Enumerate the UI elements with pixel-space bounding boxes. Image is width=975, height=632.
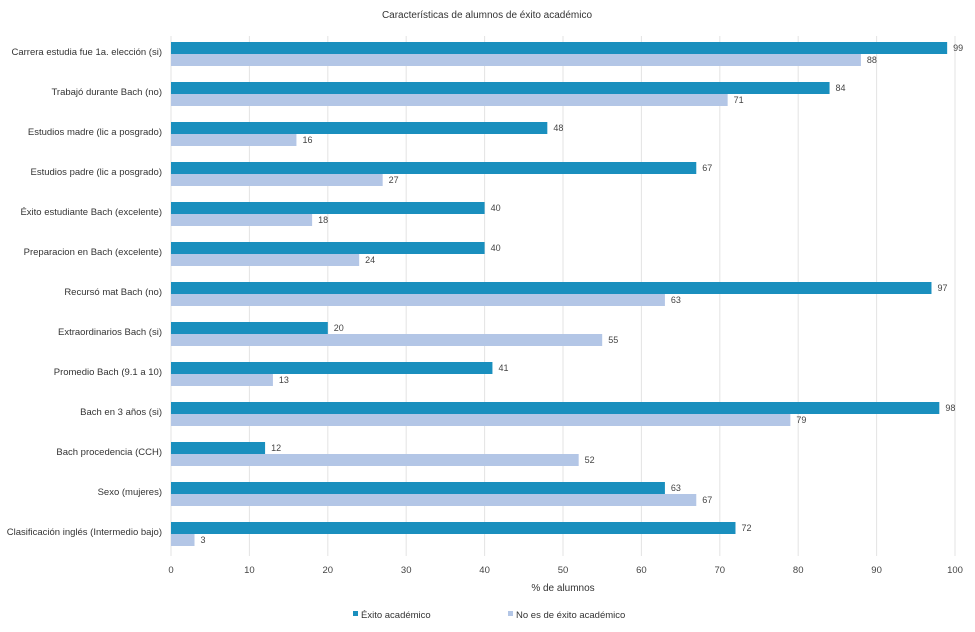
category-label: Bach en 3 años (si) xyxy=(80,407,162,418)
value-label: 79 xyxy=(796,415,806,425)
bar-no-exito xyxy=(171,214,313,226)
bar-no-exito xyxy=(171,494,697,506)
category-label: Extraordinarios Bach (si) xyxy=(58,327,162,338)
value-label: 84 xyxy=(836,83,846,93)
bar-exito xyxy=(171,242,485,254)
bar-exito xyxy=(171,322,328,334)
value-label: 97 xyxy=(937,283,947,293)
x-tick-label: 60 xyxy=(636,565,647,576)
category-label: Promedio Bach (9.1 a 10) xyxy=(54,367,162,378)
category-label: Carrera estudia fue 1a. elección (si) xyxy=(12,47,163,58)
value-labels: 99 88 84 71 48 16 67 27 40 18 40 24 97 63 20 55 41 13 98 79… xyxy=(201,43,964,545)
value-label: 40 xyxy=(491,203,501,213)
x-tick-label: 50 xyxy=(558,565,569,576)
value-label: 88 xyxy=(867,55,877,65)
value-label: 67 xyxy=(702,163,712,173)
x-tick-label: 10 xyxy=(244,565,255,576)
bar-no-exito xyxy=(171,534,195,546)
category-label: Sexo (mujeres) xyxy=(98,487,162,498)
bar-no-exito xyxy=(171,294,665,306)
bar-exito xyxy=(171,162,697,174)
category-label: Trabajó durante Bach (no) xyxy=(51,87,162,98)
bar-no-exito xyxy=(171,54,861,66)
value-label: 48 xyxy=(553,123,563,133)
bar-exito xyxy=(171,482,665,494)
category-label: Recursó mat Bach (no) xyxy=(64,287,162,298)
value-label: 24 xyxy=(365,255,375,265)
category-label: Bach procedencia (CCH) xyxy=(56,447,162,458)
value-label: 63 xyxy=(671,483,681,493)
bar-exito xyxy=(171,362,493,374)
bar-exito xyxy=(171,282,932,294)
value-label: 67 xyxy=(702,495,712,505)
x-tick-label: 100 xyxy=(947,565,963,576)
value-label: 13 xyxy=(279,375,289,385)
value-label: 63 xyxy=(671,295,681,305)
x-tick-label: 20 xyxy=(323,565,334,576)
bar-exito xyxy=(171,402,940,414)
x-tick-label: 70 xyxy=(715,565,726,576)
bar-no-exito xyxy=(171,334,603,346)
value-label: 41 xyxy=(498,363,508,373)
legend: Éxito académico No es de éxito académico xyxy=(353,610,625,621)
bar-exito xyxy=(171,202,485,214)
bar-exito xyxy=(171,442,266,454)
bar-no-exito xyxy=(171,134,297,146)
x-axis-title: % de alumnos xyxy=(531,583,594,594)
legend-label-no-exito: No es de éxito académico xyxy=(516,610,625,621)
value-label: 18 xyxy=(318,215,328,225)
category-label: Clasificación inglés (Intermedio bajo) xyxy=(7,527,162,538)
bar-exito xyxy=(171,122,548,134)
bar-exito xyxy=(171,82,830,94)
x-tick-label: 40 xyxy=(479,565,490,576)
category-label: Estudios madre (lic a posgrado) xyxy=(28,127,162,138)
value-label: 52 xyxy=(585,455,595,465)
value-label: 3 xyxy=(201,535,206,545)
x-tick-label: 80 xyxy=(793,565,804,576)
bar-exito xyxy=(171,522,736,534)
bars xyxy=(171,42,948,546)
category-label: Éxito estudiante Bach (excelente) xyxy=(20,207,162,218)
value-label: 20 xyxy=(334,323,344,333)
bar-no-exito xyxy=(171,414,791,426)
bar-no-exito xyxy=(171,174,383,186)
category-labels: Carrera estudia fue 1a. elección (si) Tra… xyxy=(7,47,162,538)
chart-title: Características de alumnos de éxito acad… xyxy=(382,10,593,21)
value-label: 40 xyxy=(491,243,501,253)
category-label: Estudios padre (lic a posgrado) xyxy=(31,167,163,178)
bar-no-exito xyxy=(171,94,728,106)
bar-exito xyxy=(171,42,948,54)
value-label: 55 xyxy=(608,335,618,345)
legend-swatch-exito xyxy=(353,611,358,616)
bar-no-exito xyxy=(171,374,273,386)
value-label: 99 xyxy=(953,43,963,53)
category-label: Preparacion en Bach (excelente) xyxy=(24,247,162,258)
x-tick-label: 90 xyxy=(871,565,882,576)
value-label: 16 xyxy=(302,135,312,145)
value-label: 98 xyxy=(945,403,955,413)
bar-no-exito xyxy=(171,254,360,266)
x-tick-label: 30 xyxy=(401,565,412,576)
value-label: 27 xyxy=(389,175,399,185)
value-label: 72 xyxy=(741,523,751,533)
bar-no-exito xyxy=(171,454,579,466)
value-label: 12 xyxy=(271,443,281,453)
legend-label-exito: Éxito académico xyxy=(361,610,431,621)
legend-swatch-no-exito xyxy=(508,611,513,616)
x-axis-ticks: 0 10 20 30 40 50 60 70 80 90 100 xyxy=(168,565,963,576)
x-tick-label: 0 xyxy=(168,565,173,576)
value-label: 71 xyxy=(734,95,744,105)
